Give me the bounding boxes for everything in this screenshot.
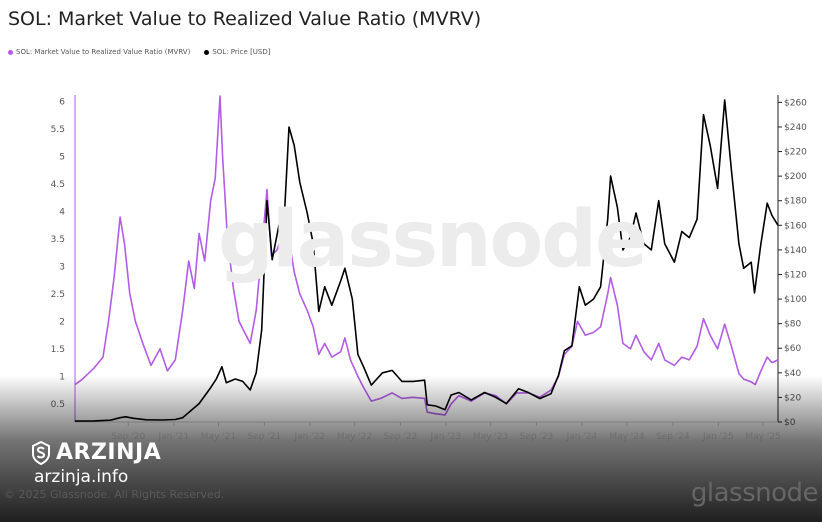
legend-dot-mvrv (8, 49, 13, 55)
y-left-tick-label: 3.5 (51, 235, 65, 245)
x-tick-label: May '22 (337, 432, 372, 442)
x-tick-label: May '23 (473, 432, 508, 442)
y-left-tick-label: 2 (59, 317, 65, 327)
brand-url[interactable]: arzinja.info (34, 467, 129, 487)
y-left-tick-label: 4 (59, 208, 65, 218)
y-right-tick-label: $40 (784, 369, 801, 379)
x-tick-label: Jan '22 (293, 432, 325, 442)
x-tick-label: Sep '23 (520, 432, 554, 442)
y-right-tick-label: $20 (784, 393, 801, 403)
x-tick-label: Sep '24 (656, 432, 690, 442)
x-tick-label: May '24 (609, 432, 645, 442)
y-left-tick-label: 5.5 (51, 125, 65, 135)
y-left-tick-label: 0.5 (51, 400, 65, 410)
x-tick-label: Jan '24 (566, 432, 598, 442)
x-tick-label: Sep '21 (247, 432, 281, 442)
y-right-tick-label: $120 (784, 270, 807, 280)
y-left-tick-label: 5 (59, 153, 65, 163)
y-right-tick-label: $140 (784, 246, 807, 256)
x-tick-label: Jan '21 (157, 432, 189, 442)
legend-label-price: SOL: Price [USD] (212, 48, 271, 56)
brand-name: ARZINJA (56, 440, 162, 465)
y-right-tick-label: $100 (784, 295, 807, 305)
legend-item-mvrv[interactable]: SOL: Market Value to Realized Value Rati… (8, 48, 190, 56)
corner-watermark: glassnode (690, 478, 819, 508)
y-right-tick-label: $0 (784, 418, 796, 428)
x-tick-label: May '25 (745, 432, 780, 442)
center-watermark: glassnode (218, 195, 648, 285)
y-left-tick-label: 6 (59, 98, 65, 108)
y-right-tick-label: $180 (784, 197, 807, 207)
x-tick-label: Sep '22 (384, 432, 418, 442)
y-left-tick-label: 3 (59, 262, 65, 272)
x-tick-label: Jan '23 (430, 432, 462, 442)
legend-label-mvrv: SOL: Market Value to Realized Value Rati… (16, 48, 191, 56)
y-right-tick-label: $80 (784, 320, 801, 330)
brand-logo-icon (32, 440, 50, 465)
y-right-tick-label: $260 (784, 98, 807, 108)
chart-title: SOL: Market Value to Realized Value Rati… (8, 8, 482, 30)
y-left-tick-label: 4.5 (51, 180, 65, 190)
y-left-tick-label: 2.5 (51, 290, 65, 300)
x-tick-label: Jan '25 (702, 432, 734, 442)
chart-legend: SOL: Market Value to Realized Value Rati… (8, 48, 271, 56)
legend-dot-price (204, 49, 210, 55)
y-right-tick-label: $60 (784, 344, 801, 354)
y-left-tick-label: 1 (59, 372, 65, 382)
y-right-tick-label: $220 (784, 148, 807, 158)
x-tick-label: May '21 (201, 432, 236, 442)
brand-block: ARZINJA arzinja.info (32, 440, 161, 487)
y-left-tick-label: 1.5 (51, 345, 65, 355)
copyright-text: © 2025 Glassnode. All Rights Reserved. (4, 488, 225, 501)
y-right-tick-label: $200 (784, 172, 807, 182)
legend-item-price[interactable]: SOL: Price [USD] (204, 48, 271, 56)
y-right-tick-label: $240 (784, 123, 807, 133)
y-right-tick-label: $160 (784, 221, 807, 231)
